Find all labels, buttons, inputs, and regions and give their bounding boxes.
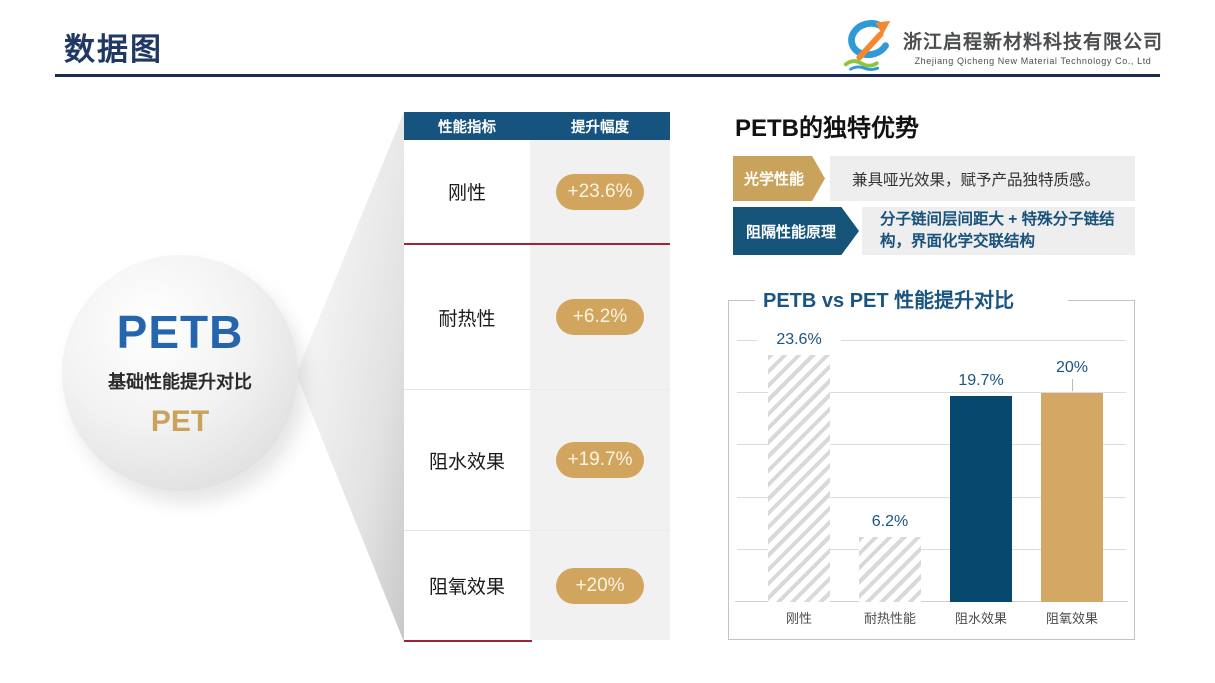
metric-label: 阻氧效果 [404,531,530,640]
chart-category-label: 阻水效果 [954,611,1007,626]
chart-gridline [737,444,1126,446]
chart-gridline [737,548,1126,550]
chart-gridline [737,339,1126,341]
company-name: 浙江启程新材料科技有限公司 Zhejiang Qicheng New Mater… [903,27,1163,66]
chart-gridline [737,392,1126,393]
chart-category-label: 耐热性能 [863,611,916,626]
table-row: 刚性 +23.6% [404,140,670,245]
performance-table: 性能指标 提升幅度 刚性 +23.6% 耐热性 +6.2% 阻水效果 +19.7… [404,112,670,642]
chart-value-label: 19.7% [939,372,1023,391]
value-badge: +19.7% [556,442,644,478]
chart-gridline [737,496,1126,498]
table-row: 阻氧效果 +20% [404,531,670,640]
bar-chart: PETB vs PET 性能提升对比 23.6% 刚性 6.2% 耐热性能 19.7% 阻… [728,284,1135,640]
chart-category-label: 阻氧效果 [1045,611,1098,626]
funnel-shape [296,112,404,642]
chart-bar-阻水效果 [950,396,1012,602]
table-header-value: 提升幅度 [571,119,629,136]
company-logo-icon [839,16,897,77]
chart-category-label: 刚性 [785,611,812,626]
table-header-row: 性能指标 提升幅度 [404,112,670,140]
chart-label-leader-line [1072,379,1073,391]
page-title: 数据图 [64,32,163,67]
table-row: 耐热性 +6.2% [404,245,670,390]
company-name-cn: 浙江启程新材料科技有限公司 [902,32,1163,53]
advantage-text-barrier: 分子链间层间距大 + 特殊分子链结构，界面化学交联结构 [862,207,1135,255]
chart-x-axis [735,601,1128,602]
chart-value-label: 20% [1030,359,1114,377]
value-badge: +6.2% [556,299,644,335]
table-body: 刚性 +23.6% 耐热性 +6.2% 阻水效果 +19.7% 阻氧效果 +20… [404,140,670,642]
company-logo: 浙江启程新材料科技有限公司 Zhejiang Qicheng New Mater… [839,16,1163,77]
metric-label: 耐热性 [404,245,530,390]
petb-vs-pet-bubble: PETB 基础性能提升对比 PET [62,255,298,491]
bubble-subtitle: 基础性能提升对比 [108,372,252,392]
table-row: 阻水效果 +19.7% [404,390,670,531]
metric-label: 阻水效果 [404,390,530,531]
table-header-metric: 性能指标 [438,119,496,136]
metric-label: 刚性 [404,140,530,243]
chart-title: PETB vs PET 性能提升对比 [755,284,1069,318]
header-divider [55,74,1160,77]
bubble-petb-label: PETB [116,306,244,358]
advantage-tag-optical: 光学性能 [733,156,825,201]
chart-bar-刚性 [768,355,830,602]
advantages-title: PETB的独特优势 [735,115,920,142]
chart-bar-阻氧效果 [1041,393,1103,602]
chart-plot-area: 23.6% 刚性 6.2% 耐热性能 19.7% 阻水效果 20% 阻氧效果 [729,301,1134,639]
value-badge: +23.6% [556,173,644,210]
chart-value-label: 23.6% [757,331,841,350]
bubble-pet-label: PET [150,405,210,438]
value-badge: +20% [556,567,644,604]
chart-value-label: 6.2% [848,513,932,532]
advantage-tag-barrier: 阻隔性能原理 [733,207,859,255]
chart-bar-耐热性能 [859,537,921,602]
advantage-text-optical: 兼具哑光效果，赋予产品独特质感。 [830,156,1135,201]
table-bottom-accent [404,640,532,642]
company-name-en: Zhejiang Qicheng New Material Technology… [914,56,1152,66]
